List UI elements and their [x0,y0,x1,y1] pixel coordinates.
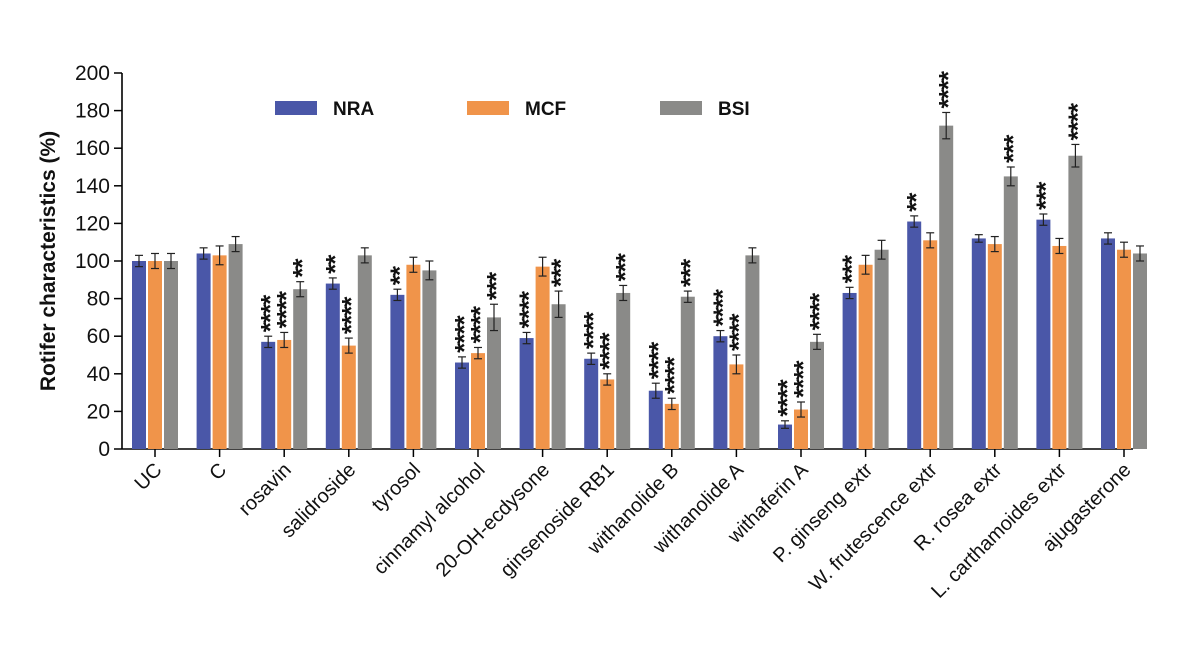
bar-bsi [228,244,243,449]
y-tick-label: 100 [75,250,110,273]
x-category-label: ginsenoside RB1 [496,459,618,581]
y-tick-label: 20 [87,400,110,423]
significance-label: *** [1030,181,1060,210]
y-tick-label: 0 [98,438,110,461]
significance-label: **** [804,292,834,330]
significance-label: **** [578,311,608,349]
bar-bsi [422,270,437,449]
bar-bsi [1068,155,1083,449]
bar-mcf [858,264,873,449]
legend-swatch-mcf [467,101,509,115]
y-tick-label: 60 [87,325,110,348]
y-tick-label: 40 [87,363,110,386]
bar-mcf [923,240,938,449]
bar-mcf [794,409,808,449]
significance-label: ** [320,254,350,274]
significance-label: *** [998,134,1028,163]
bar-nra [455,362,469,449]
bar-mcf [1052,245,1067,449]
bar-nra [196,253,211,449]
bar-nra [1101,238,1115,449]
bar-mcf [987,244,1002,449]
y-tick-label: 200 [75,62,110,85]
significance-label: **** [1062,102,1092,140]
bar-nra [971,238,986,449]
x-category-label: C [205,459,231,485]
bar-nra [713,336,728,449]
bar-nra [261,341,276,449]
bar-bsi [164,261,178,449]
y-tick-label: 180 [75,100,110,123]
legend: NRA MCF BSI [275,99,750,120]
bar-mcf [341,345,356,449]
bar-mcf [1117,249,1131,449]
legend-swatch-bsi [660,101,702,115]
bar-mcf [471,353,485,449]
bar-bsi [1003,176,1018,449]
bar-bsi [1133,253,1147,449]
bar-nra [519,338,534,449]
bar-mcf [212,255,227,449]
bar-bsi [745,255,760,449]
bar-mcf [148,261,162,449]
bar-bsi [487,317,501,449]
x-category-label: rosavin [235,459,296,520]
bar-nra [584,358,599,449]
bar-nra [132,261,146,449]
x-category-label: 20-OH-ecdysone [432,459,554,581]
bar-nra [1036,219,1051,449]
y-tick-label: 80 [87,288,110,311]
x-category-label: UC [131,459,167,495]
legend-label-bsi: BSI [718,99,750,120]
bar-nra [325,283,340,449]
significance-label: **** [255,294,285,332]
significance-label: *** [610,252,640,281]
significance-label: ** [901,192,931,212]
significance-label: *** [675,258,705,287]
bar-bsi [680,296,695,449]
bars: ********** ******************************… [132,70,1147,449]
significance-label: *** [546,258,576,287]
bar-bsi [551,304,566,449]
bar-nra [390,294,405,449]
significance-label: *** [481,271,511,300]
bar-mcf [277,339,292,449]
bar-nra [648,390,663,449]
bar-nra [907,221,922,449]
bar-bsi [939,125,954,449]
bar-nra [842,292,857,449]
bar-mcf [600,379,615,449]
bar-bsi [357,255,372,449]
y-tick-label: 140 [75,175,110,198]
x-category-label: tyrosol [368,459,425,516]
x-category-label: cinnamyl alcohol [369,459,489,579]
significance-label: ** [287,258,317,278]
significance-label: **** [707,288,737,326]
legend-label-nra: NRA [333,99,374,120]
bar-mcf [729,364,744,449]
bar-bsi [874,249,889,449]
bar-bsi [293,289,308,449]
bar-mcf [664,403,679,449]
legend-swatch-nra [275,101,317,115]
bar-mcf [406,264,421,449]
significance-label: **** [449,315,479,353]
significance-label: **** [933,70,963,108]
significance-label: **** [643,341,673,379]
legend-label-mcf: MCF [525,99,566,120]
bar-mcf [535,266,550,449]
bar-bsi [810,341,824,449]
y-axis-title: Rotifer characteristics (%) [37,131,60,391]
y-tick-label: 120 [75,212,110,235]
bar-bsi [616,292,631,449]
y-tick-label: 160 [75,137,110,160]
bar-nra [778,424,792,449]
y-axis-ticks: 0 20 40 60 80 100 120 140 160 180 200 [75,62,122,461]
